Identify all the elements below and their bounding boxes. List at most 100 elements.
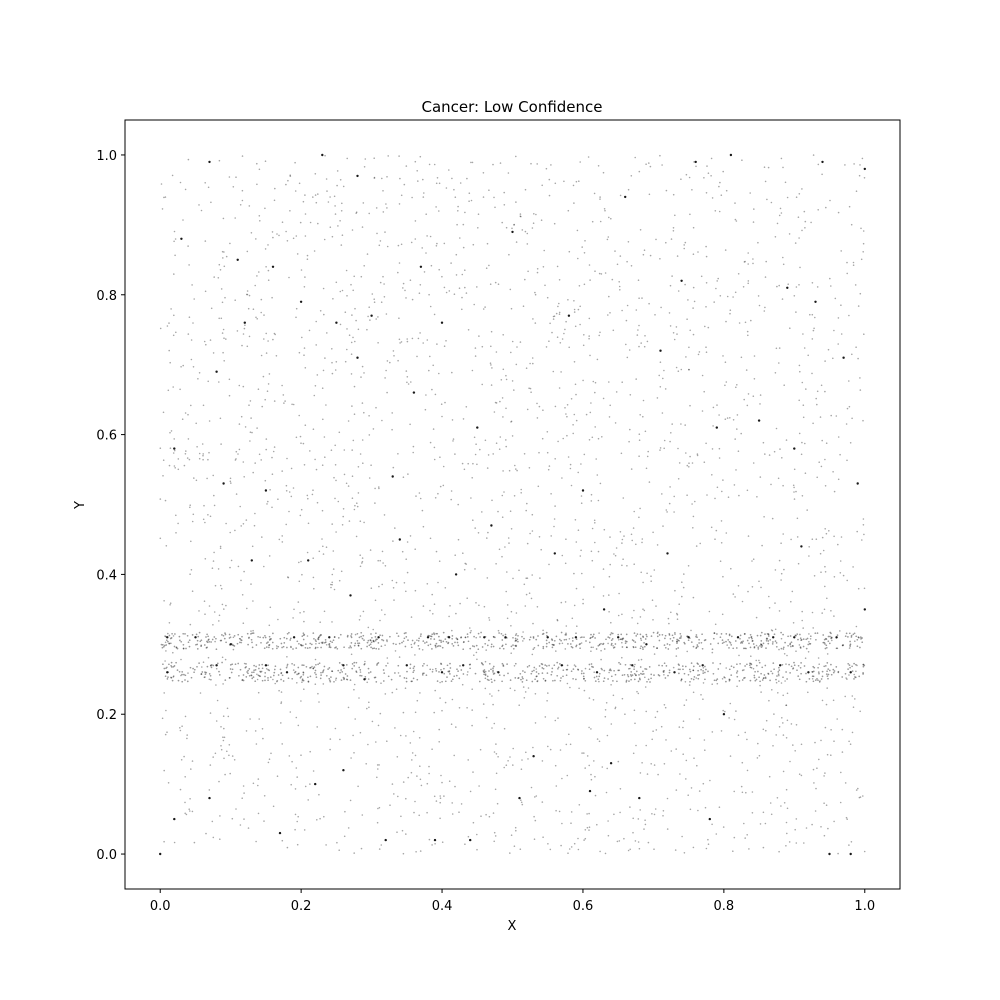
data-point bbox=[446, 676, 448, 678]
data-point bbox=[303, 354, 305, 357]
data-point bbox=[784, 680, 786, 682]
data-point bbox=[239, 824, 242, 826]
data-point bbox=[412, 445, 415, 448]
data-point bbox=[267, 761, 270, 764]
data-point bbox=[680, 635, 682, 637]
data-point bbox=[690, 641, 693, 643]
data-point bbox=[281, 674, 284, 677]
data-point bbox=[405, 735, 407, 737]
data-point bbox=[296, 776, 299, 778]
data-point bbox=[436, 177, 439, 179]
data-point bbox=[330, 676, 332, 678]
data-point bbox=[346, 635, 349, 638]
data-point bbox=[502, 416, 504, 418]
data-point bbox=[160, 183, 163, 185]
data-point bbox=[283, 642, 286, 644]
data-point bbox=[799, 666, 802, 669]
data-point bbox=[268, 624, 271, 627]
data-point bbox=[590, 550, 593, 553]
data-point bbox=[314, 639, 317, 641]
data-point bbox=[748, 848, 750, 850]
data-point bbox=[204, 240, 207, 242]
data-point bbox=[418, 292, 421, 295]
data-point bbox=[734, 596, 736, 598]
data-point bbox=[184, 188, 187, 191]
data-point bbox=[716, 678, 719, 680]
data-point bbox=[531, 680, 534, 683]
data-point bbox=[425, 394, 427, 396]
data-point bbox=[628, 349, 631, 351]
data-point bbox=[572, 424, 574, 426]
data-point bbox=[428, 369, 430, 372]
data-point bbox=[832, 357, 834, 360]
data-point bbox=[848, 205, 851, 208]
data-point bbox=[574, 636, 578, 639]
data-point bbox=[570, 846, 573, 848]
data-point bbox=[190, 676, 193, 679]
data-point bbox=[342, 676, 345, 679]
data-point bbox=[529, 362, 531, 365]
data-point bbox=[703, 177, 705, 179]
data-point bbox=[837, 343, 839, 345]
data-point bbox=[770, 201, 773, 204]
data-point bbox=[610, 639, 613, 642]
data-point bbox=[735, 469, 737, 471]
data-point bbox=[803, 210, 806, 213]
data-point bbox=[257, 388, 260, 391]
data-point bbox=[280, 671, 283, 674]
data-point bbox=[438, 741, 441, 743]
data-point bbox=[492, 665, 495, 668]
data-point bbox=[581, 636, 583, 638]
data-point bbox=[709, 779, 711, 782]
data-point bbox=[854, 676, 857, 679]
data-point bbox=[684, 283, 686, 286]
data-point bbox=[307, 681, 310, 683]
data-point bbox=[237, 565, 240, 568]
data-point bbox=[172, 651, 174, 654]
data-point bbox=[641, 538, 644, 540]
data-point bbox=[190, 404, 192, 407]
data-point bbox=[589, 411, 592, 414]
data-point bbox=[209, 515, 212, 518]
data-point bbox=[236, 258, 239, 261]
data-point bbox=[400, 341, 403, 343]
data-point bbox=[414, 220, 417, 222]
data-point bbox=[338, 579, 341, 582]
data-point bbox=[764, 822, 767, 825]
data-point bbox=[479, 448, 481, 451]
data-point bbox=[488, 670, 490, 672]
data-point bbox=[526, 542, 529, 545]
data-point bbox=[559, 679, 562, 682]
data-point bbox=[260, 641, 262, 644]
data-point bbox=[762, 642, 765, 645]
data-point bbox=[164, 660, 166, 662]
data-point bbox=[189, 623, 192, 626]
data-point bbox=[643, 345, 646, 348]
data-point bbox=[678, 672, 680, 675]
data-point bbox=[224, 296, 226, 299]
data-point bbox=[756, 634, 759, 637]
data-point bbox=[373, 676, 376, 679]
data-point bbox=[767, 642, 770, 645]
data-point bbox=[175, 532, 177, 534]
data-point bbox=[440, 662, 442, 665]
data-point bbox=[669, 440, 671, 443]
data-point bbox=[236, 642, 239, 645]
data-point bbox=[541, 801, 544, 803]
data-point bbox=[241, 679, 244, 682]
data-point bbox=[845, 677, 847, 679]
data-point bbox=[668, 622, 670, 625]
data-point bbox=[777, 692, 779, 694]
data-point bbox=[514, 464, 516, 467]
data-point bbox=[363, 265, 366, 267]
data-point bbox=[799, 647, 802, 649]
data-point bbox=[302, 638, 305, 641]
data-point bbox=[190, 768, 192, 770]
data-point bbox=[426, 782, 429, 785]
data-point bbox=[722, 575, 724, 578]
data-point bbox=[317, 636, 320, 639]
data-point bbox=[369, 643, 372, 646]
data-point bbox=[579, 161, 581, 163]
data-point bbox=[678, 664, 680, 667]
data-point bbox=[199, 640, 202, 643]
